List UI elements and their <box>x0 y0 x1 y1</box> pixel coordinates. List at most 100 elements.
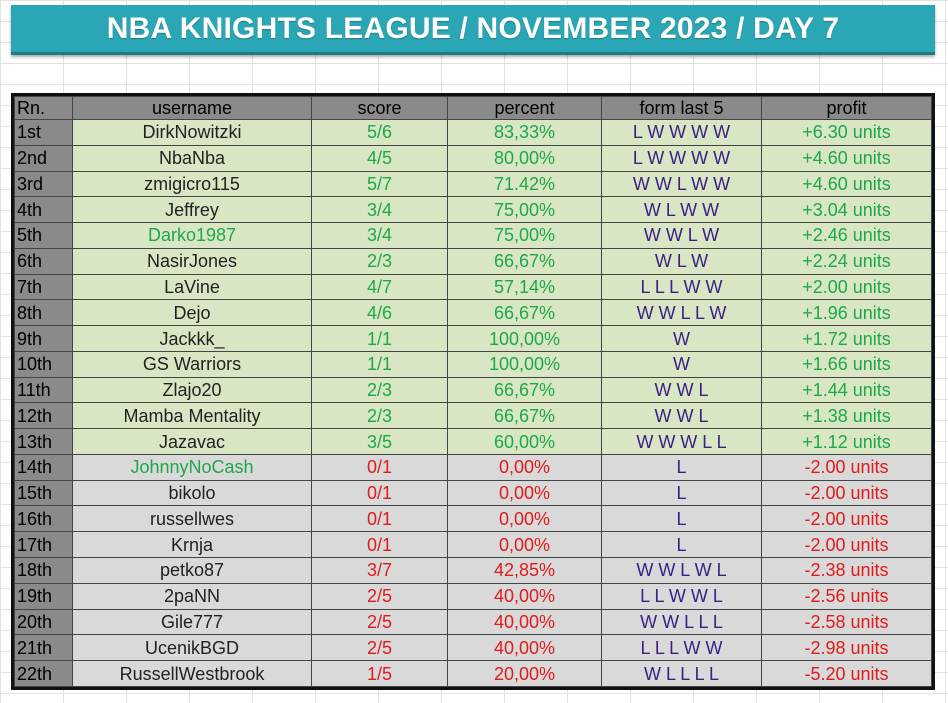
username-cell: GS Warriors <box>72 350 312 378</box>
username-cell: UcenikBGD <box>72 634 312 662</box>
username-cell: NasirJones <box>72 247 312 275</box>
username-cell: DirkNowitzki <box>72 119 312 146</box>
table-row: 2nd NbaNba 4/5 80,00% L W W W W +4.60 units <box>14 144 932 172</box>
score-cell: 2/3 <box>311 376 448 404</box>
score-cell: 5/6 <box>311 119 448 146</box>
rank-cell: 7th <box>14 273 73 301</box>
score-cell: 5/7 <box>311 170 448 198</box>
score-cell: 1/5 <box>311 660 448 687</box>
percent-cell: 20,00% <box>447 660 602 687</box>
form-cell: W <box>601 325 762 352</box>
form-cell: W L L L L <box>601 660 762 687</box>
form-cell: L <box>601 505 762 533</box>
username-cell: 2paNN <box>72 582 312 610</box>
form-cell: W W L W <box>601 222 762 249</box>
score-cell: 3/4 <box>311 196 448 224</box>
percent-cell: 60,00% <box>447 428 602 455</box>
profit-cell: +4.60 units <box>761 170 932 198</box>
score-cell: 3/4 <box>311 222 448 249</box>
percent-cell: 83,33% <box>447 119 602 146</box>
table-row: 3rd zmigicro115 5/7 71.42% W W L W W +4.60 un… <box>14 170 932 198</box>
score-cell: 0/1 <box>311 505 448 533</box>
profit-cell: -5.20 units <box>761 660 932 687</box>
username-cell: russellwes <box>72 505 312 533</box>
form-cell: W W L L L <box>601 608 762 636</box>
score-cell: 0/1 <box>311 531 448 559</box>
rank-cell: 18th <box>14 557 73 584</box>
rank-cell: 21th <box>14 634 73 662</box>
rank-cell: 11th <box>14 376 73 404</box>
username-cell: Jeffrey <box>72 196 312 224</box>
percent-cell: 0,00% <box>447 453 602 481</box>
username-cell: Mamba Mentality <box>72 402 312 430</box>
table-row: 17th Krnja 0/1 0,00% L -2.00 units <box>14 531 932 559</box>
profit-cell: -2.00 units <box>761 531 932 559</box>
percent-cell: 42,85% <box>447 557 602 584</box>
rank-cell: 4th <box>14 196 73 224</box>
username-cell: Krnja <box>72 531 312 559</box>
score-cell: 1/1 <box>311 325 448 352</box>
form-cell: W W L W L <box>601 557 762 584</box>
score-cell: 4/6 <box>311 299 448 327</box>
standings-table: Rn. username score percent form last 5 p… <box>11 93 935 690</box>
percent-cell: 75,00% <box>447 222 602 249</box>
col-header-profit: profit <box>761 96 932 120</box>
percent-cell: 66,67% <box>447 376 602 404</box>
percent-cell: 80,00% <box>447 144 602 172</box>
form-cell: W W W L L <box>601 428 762 455</box>
profit-cell: +4.60 units <box>761 144 932 172</box>
percent-cell: 0,00% <box>447 531 602 559</box>
table-row: 18th petko87 3/7 42,85% W W L W L -2.38 units <box>14 557 932 584</box>
percent-cell: 0,00% <box>447 505 602 533</box>
score-cell: 2/5 <box>311 582 448 610</box>
form-cell: L <box>601 453 762 481</box>
rank-cell: 3rd <box>14 170 73 198</box>
profit-cell: +3.04 units <box>761 196 932 224</box>
profit-cell: +1.72 units <box>761 325 932 352</box>
username-cell: Jackkk_ <box>72 325 312 352</box>
profit-cell: +2.00 units <box>761 273 932 301</box>
form-cell: L <box>601 479 762 507</box>
score-cell: 0/1 <box>311 453 448 481</box>
rank-cell: 1st <box>14 119 73 146</box>
col-header-percent: percent <box>447 96 602 120</box>
page-title: NBA KNIGHTS LEAGUE / NOVEMBER 2023 / DAY… <box>11 5 935 55</box>
table-row: 19th 2paNN 2/5 40,00% L L W W L -2.56 units <box>14 582 932 610</box>
rank-cell: 8th <box>14 299 73 327</box>
rank-cell: 19th <box>14 582 73 610</box>
percent-cell: 75,00% <box>447 196 602 224</box>
rank-cell: 5th <box>14 222 73 249</box>
form-cell: W L W W <box>601 196 762 224</box>
username-cell: Jazavac <box>72 428 312 455</box>
rank-cell: 12th <box>14 402 73 430</box>
percent-cell: 100,00% <box>447 325 602 352</box>
percent-cell: 40,00% <box>447 582 602 610</box>
table-row: 21th UcenikBGD 2/5 40,00% L L L W W -2.98 uni… <box>14 634 932 662</box>
form-cell: L L L W W <box>601 634 762 662</box>
table-row: 1st DirkNowitzki 5/6 83,33% L W W W W +6.30 u… <box>14 119 932 146</box>
table-row: 6th NasirJones 2/3 66,67% W L W +2.24 units <box>14 247 932 275</box>
score-cell: 2/3 <box>311 402 448 430</box>
score-cell: 4/7 <box>311 273 448 301</box>
profit-cell: +1.12 units <box>761 428 932 455</box>
table-row: 12th Mamba Mentality 2/3 66,67% W W L +1.38 u… <box>14 402 932 430</box>
score-cell: 2/5 <box>311 608 448 636</box>
col-header-rank: Rn. <box>14 96 73 120</box>
username-cell: Dejo <box>72 299 312 327</box>
score-cell: 0/1 <box>311 479 448 507</box>
table-row: 15th bikolo 0/1 0,00% L -2.00 units <box>14 479 932 507</box>
score-cell: 4/5 <box>311 144 448 172</box>
profit-cell: +2.24 units <box>761 247 932 275</box>
form-cell: W W L L W <box>601 299 762 327</box>
col-header-score: score <box>311 96 448 120</box>
rank-cell: 10th <box>14 350 73 378</box>
profit-cell: +6.30 units <box>761 119 932 146</box>
form-cell: L W W W W <box>601 119 762 146</box>
table-row: 4th Jeffrey 3/4 75,00% W L W W +3.04 units <box>14 196 932 224</box>
profit-cell: +1.38 units <box>761 402 932 430</box>
username-cell: LaVine <box>72 273 312 301</box>
score-cell: 1/1 <box>311 350 448 378</box>
form-cell: L L W W L <box>601 582 762 610</box>
table-row: 22th RussellWestbrook 1/5 20,00% W L L L L -5… <box>14 660 932 687</box>
profit-cell: +1.44 units <box>761 376 932 404</box>
